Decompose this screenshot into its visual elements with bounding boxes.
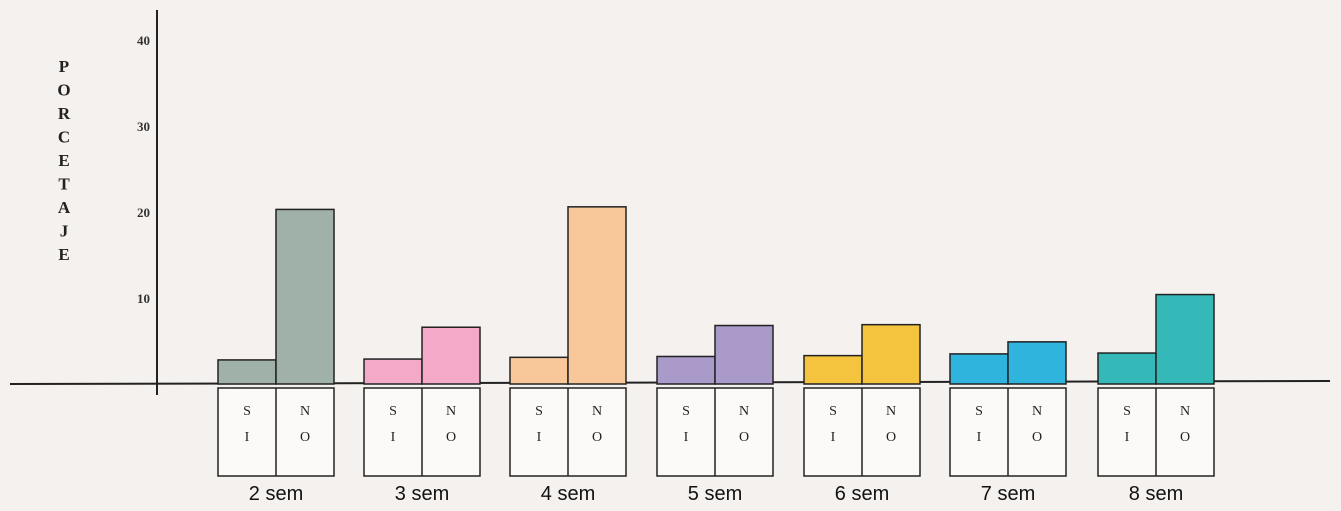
bar-label-si-s: S: [535, 404, 543, 419]
bar-label-no-n: N: [1032, 404, 1042, 419]
bar-label-no-o: O: [446, 430, 456, 445]
bar-si: [656, 355, 716, 385]
category-label: 8 sem: [1129, 483, 1183, 505]
bar-no: [421, 326, 481, 385]
bar-label-no-o: O: [1032, 430, 1042, 445]
bar-no: [714, 324, 774, 385]
y-axis-label-letter: A: [58, 198, 71, 217]
bar-si: [217, 359, 277, 385]
bar-label-no-o: O: [592, 430, 602, 445]
bar-si: [509, 356, 569, 385]
bar-label-no-n: N: [1180, 404, 1190, 419]
category-label: 7 sem: [981, 483, 1035, 505]
bar-label-si-i: I: [245, 430, 250, 445]
bar-label-si-s: S: [975, 404, 983, 419]
y-axis-label-letter: T: [58, 175, 70, 194]
y-axis-label-letter: E: [58, 151, 69, 170]
category-label: 6 sem: [835, 483, 889, 505]
bar-no: [1155, 293, 1215, 385]
bar-label-si-i: I: [977, 430, 982, 445]
bar-label-si-i: I: [831, 430, 836, 445]
bar-label-si-s: S: [682, 404, 690, 419]
y-tick-label: 40: [137, 33, 150, 48]
bar-no: [567, 206, 627, 385]
bar-si: [803, 354, 863, 385]
category-label: 2 sem: [249, 483, 303, 505]
bar-no: [861, 323, 921, 385]
bar-label-no-o: O: [1180, 430, 1190, 445]
bars: [217, 206, 1215, 385]
bar-si: [363, 358, 423, 385]
bar-label-no-n: N: [592, 404, 602, 419]
y-tick-label: 20: [137, 205, 150, 220]
y-axis-label-letter: O: [57, 81, 70, 100]
bar-label-no-n: N: [446, 404, 456, 419]
bar-label-no-n: N: [739, 404, 749, 419]
axes: [9, 10, 1331, 395]
bar-label-si-i: I: [537, 430, 542, 445]
y-axis-label-letter: E: [58, 245, 69, 264]
bar-si: [1097, 352, 1157, 385]
y-tick-label: 10: [137, 291, 150, 306]
category-label: 3 sem: [395, 483, 449, 505]
bar-no: [275, 208, 335, 385]
bar-label-si-i: I: [684, 430, 689, 445]
category-labels: 2 sem 3 sem 4 sem 5 sem 6 sem 7 sem 8 sem: [249, 483, 1183, 505]
bar-label-si-s: S: [243, 404, 251, 419]
bar-label-no-o: O: [739, 430, 749, 445]
bar-label-si-i: I: [1125, 430, 1130, 445]
y-tick-labels: 10 20 30 40: [137, 33, 150, 306]
bar-label-si-s: S: [1123, 404, 1131, 419]
bar-label-no-o: O: [300, 430, 310, 445]
bar-label-no-n: N: [886, 404, 896, 419]
bar-label-si-s: S: [829, 404, 837, 419]
bar-label-si-i: I: [391, 430, 396, 445]
bar-no: [1007, 341, 1067, 385]
y-axis-label-letter: J: [60, 222, 69, 241]
bar-si: [949, 353, 1009, 385]
y-axis-label-letter: P: [59, 57, 69, 76]
y-axis-label-letter: C: [58, 128, 70, 147]
bar-label-no-n: N: [300, 404, 310, 419]
bar-label-no-o: O: [886, 430, 896, 445]
category-label: 4 sem: [541, 483, 595, 505]
y-axis-label-letter: R: [58, 104, 71, 123]
bar-label-si-s: S: [389, 404, 397, 419]
category-label: 5 sem: [688, 483, 742, 505]
y-tick-label: 30: [137, 119, 150, 134]
